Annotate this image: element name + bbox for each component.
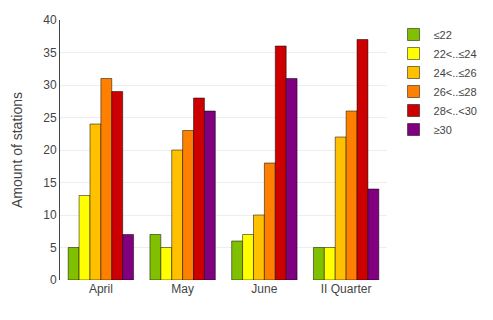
svg-text:Amount of stations: Amount of stations bbox=[9, 92, 25, 208]
svg-text:June: June bbox=[251, 282, 277, 296]
svg-text:22<..≤24: 22<..≤24 bbox=[434, 48, 477, 60]
svg-text:24<..≤26: 24<..≤26 bbox=[434, 67, 477, 79]
svg-text:35: 35 bbox=[43, 46, 57, 60]
svg-text:II Quarter: II Quarter bbox=[321, 282, 372, 296]
svg-text:May: May bbox=[171, 282, 194, 296]
svg-text:≤22: ≤22 bbox=[434, 29, 452, 41]
svg-text:15: 15 bbox=[43, 176, 57, 190]
svg-text:25: 25 bbox=[43, 111, 57, 125]
svg-text:40: 40 bbox=[43, 13, 57, 27]
svg-text:April: April bbox=[89, 282, 113, 296]
svg-text:30: 30 bbox=[43, 78, 57, 92]
svg-text:20: 20 bbox=[43, 143, 57, 157]
svg-text:0: 0 bbox=[50, 273, 57, 287]
svg-text:10: 10 bbox=[43, 208, 57, 222]
svg-text:≥30: ≥30 bbox=[434, 124, 452, 136]
svg-text:28<..<30: 28<..<30 bbox=[434, 105, 477, 117]
svg-text:5: 5 bbox=[50, 241, 57, 255]
svg-text:26<..≤28: 26<..≤28 bbox=[434, 86, 477, 98]
